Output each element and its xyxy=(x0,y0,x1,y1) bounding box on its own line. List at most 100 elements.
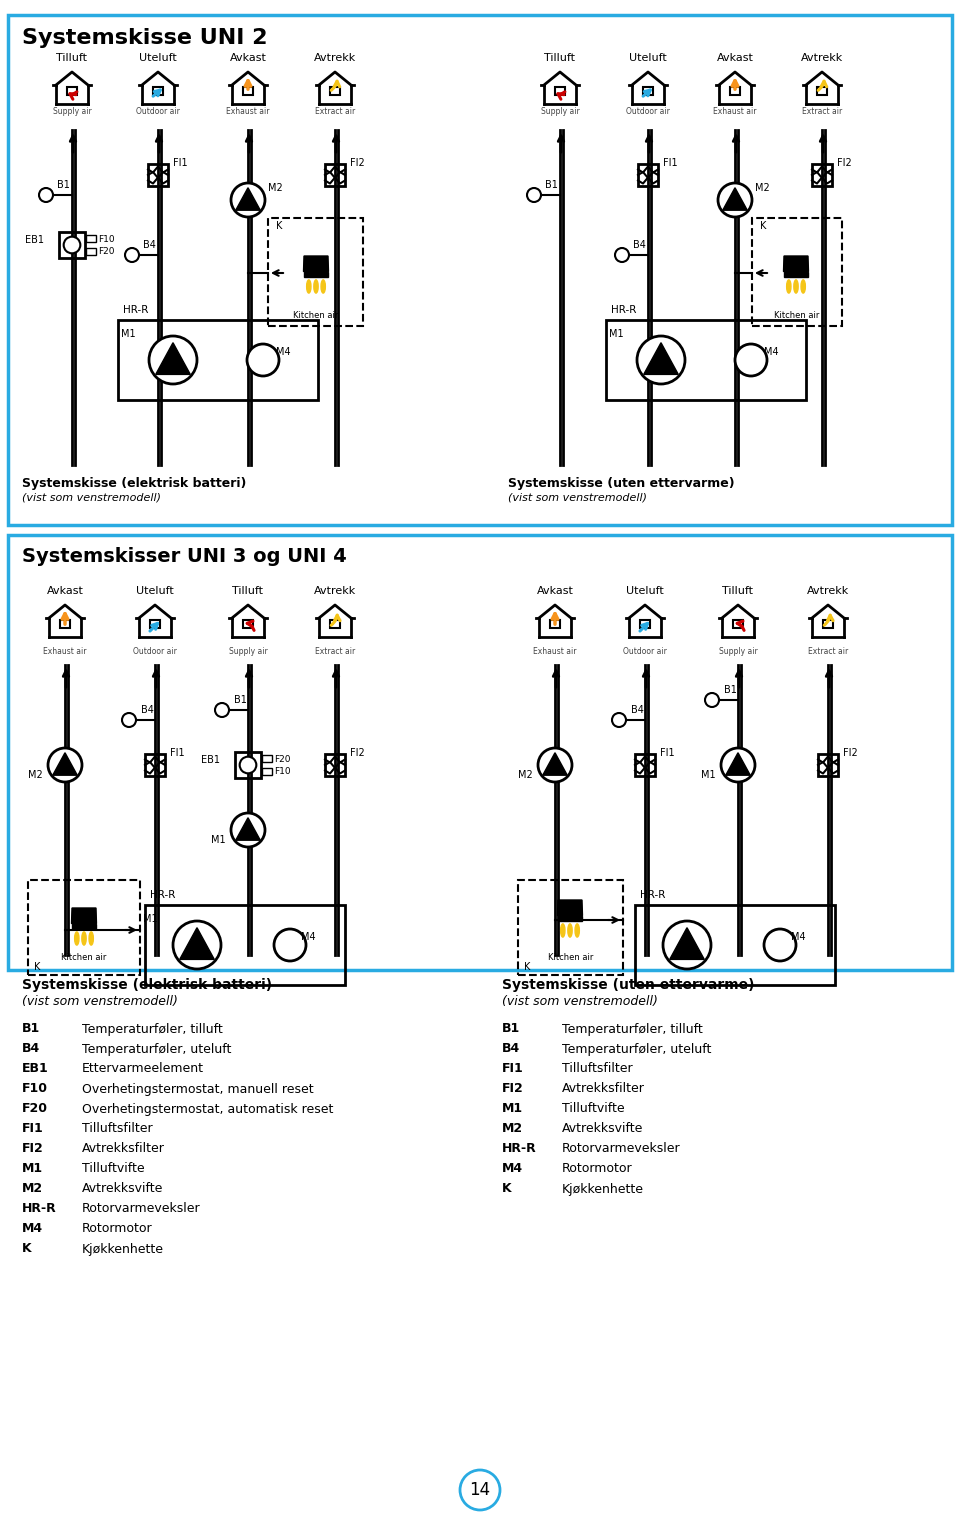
Text: F10: F10 xyxy=(98,234,114,243)
Bar xyxy=(555,87,565,96)
Polygon shape xyxy=(236,187,260,210)
Text: M2: M2 xyxy=(518,770,533,780)
Polygon shape xyxy=(644,342,679,374)
Polygon shape xyxy=(783,272,808,277)
Text: Systemskisse (elektrisk batteri): Systemskisse (elektrisk batteri) xyxy=(22,978,272,992)
Text: M4: M4 xyxy=(276,347,290,357)
Circle shape xyxy=(215,703,229,716)
Text: Avkast: Avkast xyxy=(229,53,267,62)
Text: Kitchen air: Kitchen air xyxy=(293,312,338,321)
Ellipse shape xyxy=(89,932,93,945)
Text: HR-R: HR-R xyxy=(150,890,176,900)
Polygon shape xyxy=(71,923,96,929)
Polygon shape xyxy=(236,818,260,840)
Bar xyxy=(28,881,140,975)
Text: Avtrekk: Avtrekk xyxy=(314,586,356,596)
Text: Avkast: Avkast xyxy=(47,586,84,596)
Circle shape xyxy=(274,929,306,961)
Text: Avkast: Avkast xyxy=(716,53,754,62)
Ellipse shape xyxy=(786,280,791,294)
Text: Uteluft: Uteluft xyxy=(139,53,177,62)
Bar xyxy=(638,164,658,186)
Text: Overhetingstermostat, automatisk reset: Overhetingstermostat, automatisk reset xyxy=(82,1103,333,1115)
Text: B4: B4 xyxy=(143,240,156,249)
Ellipse shape xyxy=(314,280,318,294)
Text: Outdoor air: Outdoor air xyxy=(623,646,667,656)
Text: Systemskisse (uten ettervarme): Systemskisse (uten ettervarme) xyxy=(508,476,734,490)
Text: F10: F10 xyxy=(22,1083,48,1095)
Bar xyxy=(752,218,842,325)
Text: F10: F10 xyxy=(274,768,291,777)
Text: Exhaust air: Exhaust air xyxy=(713,106,756,116)
Text: Tilluftvifte: Tilluftvifte xyxy=(562,1103,625,1115)
Bar xyxy=(145,905,345,986)
Text: Temperaturføler, uteluft: Temperaturføler, uteluft xyxy=(82,1042,231,1056)
Bar xyxy=(329,621,341,628)
Bar xyxy=(243,621,253,628)
Polygon shape xyxy=(303,272,328,277)
Text: FI2: FI2 xyxy=(22,1142,44,1156)
Bar xyxy=(325,754,345,776)
Text: K: K xyxy=(276,221,282,231)
Bar xyxy=(262,768,272,776)
Text: M2: M2 xyxy=(502,1122,523,1136)
Text: FI1: FI1 xyxy=(170,748,184,757)
Text: M4: M4 xyxy=(300,932,315,941)
Circle shape xyxy=(39,189,53,202)
Circle shape xyxy=(735,344,767,376)
Circle shape xyxy=(460,1469,500,1510)
Text: Tilluftsfilter: Tilluftsfilter xyxy=(562,1063,633,1075)
Text: HR-R: HR-R xyxy=(123,306,149,315)
Bar xyxy=(8,535,952,970)
Bar xyxy=(86,248,96,256)
Text: M2: M2 xyxy=(268,183,283,193)
Circle shape xyxy=(721,748,755,782)
Circle shape xyxy=(240,756,256,773)
Text: K: K xyxy=(524,961,530,972)
Bar xyxy=(823,621,833,628)
Text: FI2: FI2 xyxy=(837,158,852,167)
Text: Uteluft: Uteluft xyxy=(629,53,667,62)
Bar xyxy=(606,319,806,400)
Text: Avtrekksfilter: Avtrekksfilter xyxy=(562,1083,645,1095)
Polygon shape xyxy=(558,916,583,920)
Text: M2: M2 xyxy=(755,183,770,193)
Ellipse shape xyxy=(794,280,798,294)
Text: Uteluft: Uteluft xyxy=(136,586,174,596)
Text: Rotormotor: Rotormotor xyxy=(82,1223,153,1235)
Text: Kitchen air: Kitchen air xyxy=(548,952,593,961)
Circle shape xyxy=(612,713,626,727)
Text: Tilluft: Tilluft xyxy=(232,586,263,596)
Text: M2: M2 xyxy=(22,1182,43,1196)
Text: Exhaust air: Exhaust air xyxy=(43,646,86,656)
Bar xyxy=(153,87,163,96)
Circle shape xyxy=(663,922,711,969)
Text: Extract air: Extract air xyxy=(808,646,848,656)
Ellipse shape xyxy=(75,932,79,945)
Text: EB1: EB1 xyxy=(22,1063,49,1075)
Polygon shape xyxy=(558,900,583,916)
Text: FI1: FI1 xyxy=(663,158,678,167)
Text: K: K xyxy=(34,961,40,972)
Polygon shape xyxy=(783,256,808,272)
Circle shape xyxy=(538,748,572,782)
Text: B1: B1 xyxy=(502,1022,520,1036)
Text: K: K xyxy=(502,1182,512,1196)
Text: Kitchen air: Kitchen air xyxy=(61,952,107,961)
Polygon shape xyxy=(180,928,214,960)
Text: (vist som venstremodell): (vist som venstremodell) xyxy=(22,995,178,1007)
Bar xyxy=(148,164,168,186)
Ellipse shape xyxy=(561,923,564,937)
Text: Avtrekksvifte: Avtrekksvifte xyxy=(82,1182,163,1196)
Text: FI2: FI2 xyxy=(843,748,857,757)
Text: K: K xyxy=(760,221,766,231)
Circle shape xyxy=(122,713,136,727)
Bar xyxy=(817,87,828,96)
Text: M1: M1 xyxy=(121,329,135,339)
Circle shape xyxy=(231,183,265,218)
Circle shape xyxy=(637,336,685,383)
Bar xyxy=(145,754,165,776)
Text: M4: M4 xyxy=(502,1162,523,1176)
Text: B4: B4 xyxy=(631,706,644,715)
Text: M1: M1 xyxy=(502,1103,523,1115)
